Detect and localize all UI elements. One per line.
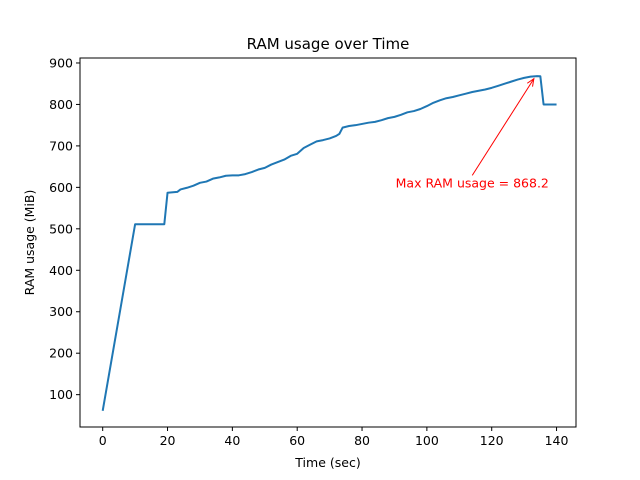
x-tick-label: 120: [480, 433, 504, 448]
y-tick-label: 500: [49, 221, 73, 236]
y-tick-label: 800: [49, 97, 73, 112]
x-tick-label: 80: [354, 433, 370, 448]
y-tick-label: 900: [49, 55, 73, 70]
max-ram-annotation-arrow: [471, 78, 535, 176]
x-tick-label: 20: [160, 433, 176, 448]
plot-area-frame: [79, 57, 577, 428]
y-tick-label: 600: [49, 180, 73, 195]
x-tick-label: 140: [545, 433, 569, 448]
x-tick-label: 0: [99, 433, 107, 448]
x-tick-label: 60: [289, 433, 305, 448]
x-axis-ticks: 0 20 40 60 80 100 120 140: [99, 427, 569, 448]
y-axis-ticks: 100 200 300 400 500 600 700 800 900: [49, 55, 80, 402]
x-axis-label: Time (sec): [294, 455, 360, 470]
max-ram-annotation-text: Max RAM usage = 868.2: [396, 175, 549, 190]
x-tick-label: 100: [415, 433, 439, 448]
chart-title: RAM usage over Time: [247, 35, 410, 53]
y-tick-label: 400: [49, 263, 73, 278]
y-tick-label: 100: [49, 387, 73, 402]
y-tick-label: 700: [49, 138, 73, 153]
max-ram-annotation-arrowhead: [526, 77, 535, 87]
y-tick-label: 300: [49, 304, 73, 319]
y-tick-label: 200: [49, 346, 73, 361]
ram-usage-line: [101, 75, 557, 412]
y-axis-label: RAM usage (MiB): [22, 190, 37, 296]
x-tick-label: 40: [224, 433, 240, 448]
